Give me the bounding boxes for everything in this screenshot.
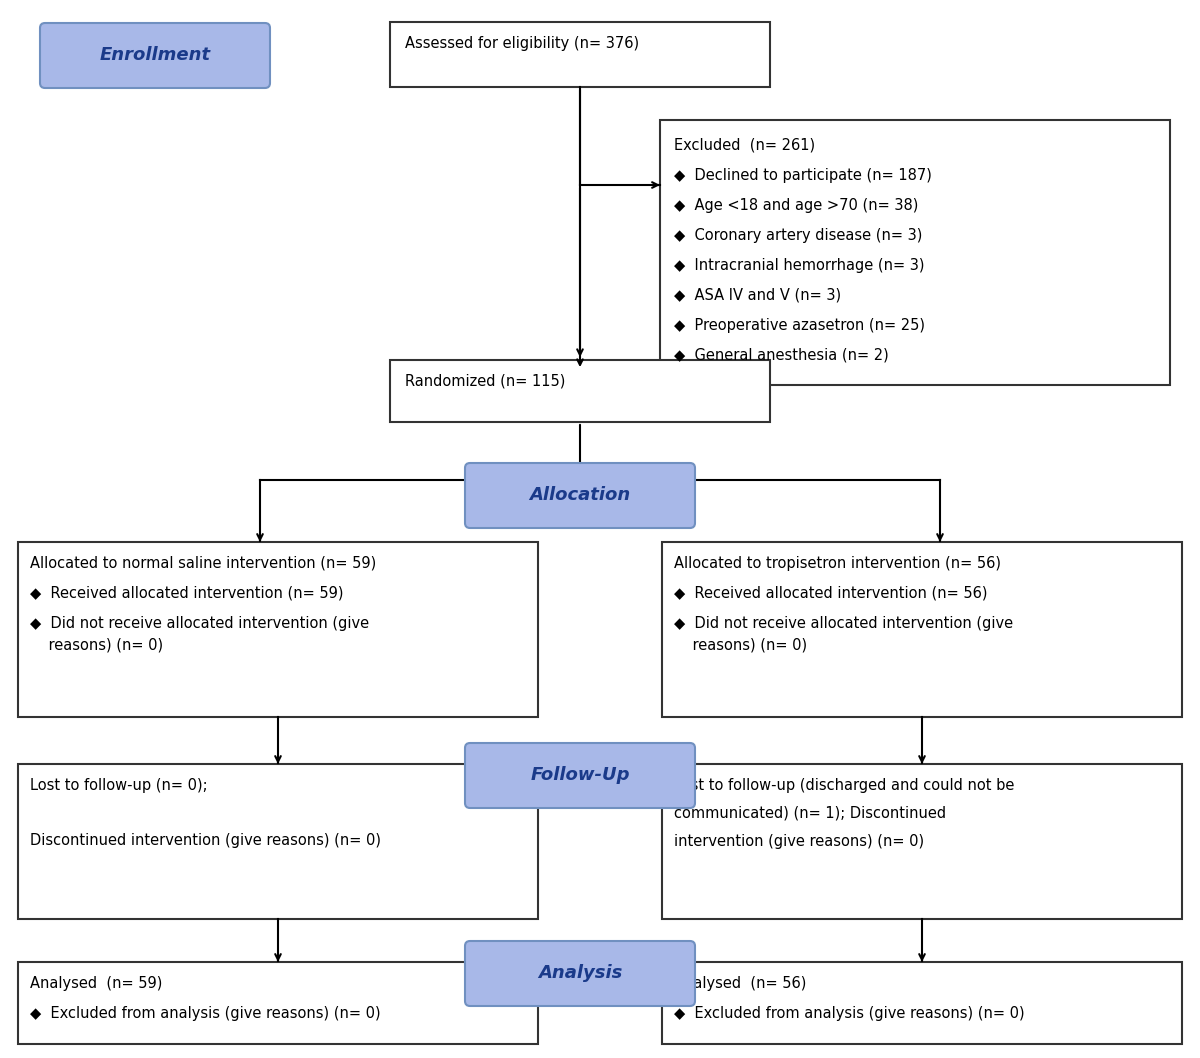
- Text: ◆  Preoperative azasetron (n= 25): ◆ Preoperative azasetron (n= 25): [674, 318, 925, 333]
- Text: intervention (give reasons) (n= 0): intervention (give reasons) (n= 0): [674, 834, 924, 849]
- Text: Discontinued intervention (give reasons) (n= 0): Discontinued intervention (give reasons)…: [30, 833, 382, 849]
- Bar: [18, 962, 538, 1044]
- FancyBboxPatch shape: [466, 463, 695, 528]
- Text: ◆  Coronary artery disease (n= 3): ◆ Coronary artery disease (n= 3): [674, 229, 923, 243]
- Bar: [662, 962, 1182, 1044]
- Text: reasons) (n= 0): reasons) (n= 0): [674, 638, 808, 653]
- Text: Lost to follow-up (discharged and could not be: Lost to follow-up (discharged and could …: [674, 778, 1014, 794]
- Text: ◆  Received allocated intervention (n= 56): ◆ Received allocated intervention (n= 56…: [674, 586, 988, 601]
- Text: Excluded  (n= 261): Excluded (n= 261): [674, 138, 815, 153]
- FancyBboxPatch shape: [466, 941, 695, 1006]
- Bar: [390, 360, 770, 422]
- Text: ◆  Age <18 and age >70 (n= 38): ◆ Age <18 and age >70 (n= 38): [674, 198, 918, 213]
- Bar: [18, 764, 538, 919]
- Text: ◆  ASA IV and V (n= 3): ◆ ASA IV and V (n= 3): [674, 288, 841, 303]
- Text: Assessed for eligibility (n= 376): Assessed for eligibility (n= 376): [406, 36, 640, 51]
- Text: Lost to follow-up (n= 0);: Lost to follow-up (n= 0);: [30, 778, 208, 794]
- Text: ◆  Received allocated intervention (n= 59): ◆ Received allocated intervention (n= 59…: [30, 586, 343, 601]
- Text: ◆  Excluded from analysis (give reasons) (n= 0): ◆ Excluded from analysis (give reasons) …: [30, 1006, 380, 1021]
- FancyBboxPatch shape: [40, 23, 270, 88]
- Bar: [18, 542, 538, 717]
- Text: Analysis: Analysis: [538, 965, 622, 983]
- FancyBboxPatch shape: [466, 743, 695, 808]
- Bar: [390, 22, 770, 87]
- Text: Randomized (n= 115): Randomized (n= 115): [406, 373, 565, 389]
- Text: ◆  Declined to participate (n= 187): ◆ Declined to participate (n= 187): [674, 168, 932, 183]
- Text: ◆  Did not receive allocated intervention (give: ◆ Did not receive allocated intervention…: [674, 616, 1013, 631]
- Bar: [660, 120, 1170, 385]
- Bar: [662, 542, 1182, 717]
- Text: Allocation: Allocation: [529, 487, 631, 505]
- Text: Allocated to tropisetron intervention (n= 56): Allocated to tropisetron intervention (n…: [674, 557, 1001, 571]
- Text: reasons) (n= 0): reasons) (n= 0): [30, 638, 163, 653]
- Text: ◆  Excluded from analysis (give reasons) (n= 0): ◆ Excluded from analysis (give reasons) …: [674, 1006, 1025, 1021]
- Text: Follow-Up: Follow-Up: [530, 766, 630, 784]
- Text: communicated) (n= 1); Discontinued: communicated) (n= 1); Discontinued: [674, 806, 946, 821]
- Text: ◆  Intracranial hemorrhage (n= 3): ◆ Intracranial hemorrhage (n= 3): [674, 258, 924, 273]
- Text: Allocated to normal saline intervention (n= 59): Allocated to normal saline intervention …: [30, 557, 377, 571]
- Text: Analysed  (n= 56): Analysed (n= 56): [674, 975, 806, 991]
- Text: Enrollment: Enrollment: [100, 47, 210, 65]
- Text: ◆  General anesthesia (n= 2): ◆ General anesthesia (n= 2): [674, 348, 889, 363]
- Text: ◆  Did not receive allocated intervention (give: ◆ Did not receive allocated intervention…: [30, 616, 370, 631]
- Bar: [662, 764, 1182, 919]
- Text: Analysed  (n= 59): Analysed (n= 59): [30, 975, 162, 991]
